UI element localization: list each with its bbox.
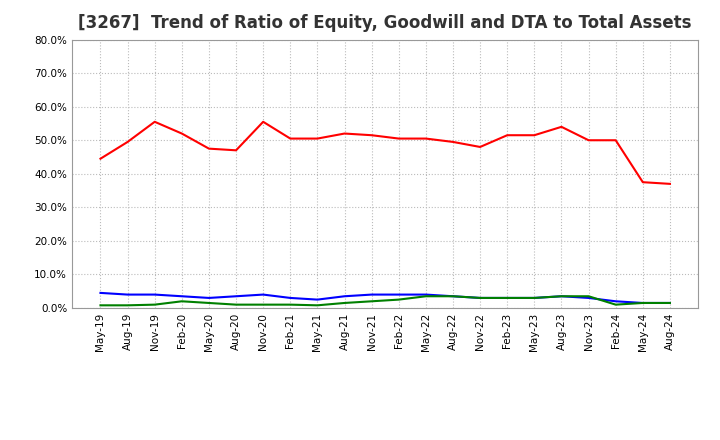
Equity: [232, 148, 240, 153]
Deferred Tax Assets: [449, 293, 457, 299]
Goodwill: [367, 292, 376, 297]
Goodwill: [557, 293, 566, 299]
Equity: [286, 136, 294, 141]
Equity: [503, 132, 511, 138]
Line: Equity: Equity: [101, 122, 670, 184]
Goodwill: [96, 290, 105, 296]
Deferred Tax Assets: [611, 302, 620, 307]
Deferred Tax Assets: [530, 295, 539, 301]
Goodwill: [123, 292, 132, 297]
Equity: [259, 119, 268, 125]
Deferred Tax Assets: [313, 303, 322, 308]
Goodwill: [449, 293, 457, 299]
Deferred Tax Assets: [476, 295, 485, 301]
Goodwill: [503, 295, 511, 301]
Equity: [557, 124, 566, 129]
Line: Goodwill: Goodwill: [101, 293, 670, 303]
Goodwill: [313, 297, 322, 302]
Line: Deferred Tax Assets: Deferred Tax Assets: [101, 296, 670, 305]
Equity: [204, 146, 213, 151]
Goodwill: [204, 295, 213, 301]
Deferred Tax Assets: [204, 301, 213, 306]
Deferred Tax Assets: [639, 301, 647, 306]
Deferred Tax Assets: [150, 302, 159, 307]
Deferred Tax Assets: [96, 303, 105, 308]
Deferred Tax Assets: [557, 293, 566, 299]
Equity: [611, 138, 620, 143]
Equity: [639, 180, 647, 185]
Goodwill: [421, 292, 430, 297]
Deferred Tax Assets: [665, 301, 674, 306]
Equity: [665, 181, 674, 187]
Deferred Tax Assets: [341, 301, 349, 306]
Goodwill: [476, 295, 485, 301]
Equity: [476, 144, 485, 150]
Equity: [421, 136, 430, 141]
Goodwill: [611, 299, 620, 304]
Goodwill: [665, 301, 674, 306]
Deferred Tax Assets: [286, 302, 294, 307]
Goodwill: [232, 293, 240, 299]
Goodwill: [395, 292, 403, 297]
Goodwill: [178, 293, 186, 299]
Title: [3267]  Trend of Ratio of Equity, Goodwill and DTA to Total Assets: [3267] Trend of Ratio of Equity, Goodwil…: [78, 15, 692, 33]
Equity: [449, 139, 457, 145]
Goodwill: [639, 301, 647, 306]
Equity: [313, 136, 322, 141]
Equity: [96, 156, 105, 161]
Deferred Tax Assets: [503, 295, 511, 301]
Deferred Tax Assets: [367, 299, 376, 304]
Deferred Tax Assets: [584, 293, 593, 299]
Equity: [123, 139, 132, 145]
Equity: [150, 119, 159, 125]
Deferred Tax Assets: [232, 302, 240, 307]
Equity: [530, 132, 539, 138]
Deferred Tax Assets: [259, 302, 268, 307]
Goodwill: [286, 295, 294, 301]
Deferred Tax Assets: [178, 299, 186, 304]
Equity: [395, 136, 403, 141]
Equity: [367, 132, 376, 138]
Deferred Tax Assets: [123, 303, 132, 308]
Deferred Tax Assets: [395, 297, 403, 302]
Goodwill: [530, 295, 539, 301]
Equity: [178, 131, 186, 136]
Deferred Tax Assets: [421, 293, 430, 299]
Goodwill: [341, 293, 349, 299]
Equity: [584, 138, 593, 143]
Equity: [341, 131, 349, 136]
Goodwill: [150, 292, 159, 297]
Goodwill: [259, 292, 268, 297]
Goodwill: [584, 295, 593, 301]
